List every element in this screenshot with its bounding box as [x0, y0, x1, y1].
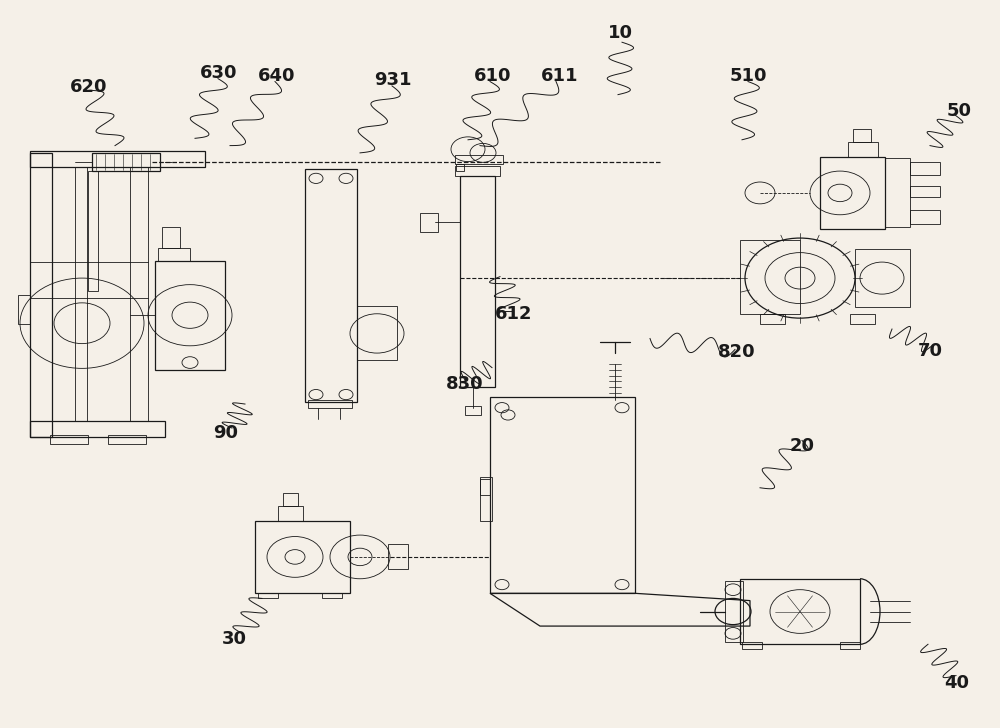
- Bar: [308, 400, 352, 408]
- Bar: [18, 295, 30, 324]
- Bar: [853, 129, 871, 142]
- Bar: [30, 151, 205, 167]
- Text: 30: 30: [222, 630, 247, 648]
- Bar: [460, 176, 495, 387]
- Bar: [305, 169, 357, 402]
- Text: 20: 20: [790, 437, 815, 454]
- Bar: [490, 397, 635, 593]
- Bar: [50, 435, 88, 444]
- Text: 10: 10: [608, 24, 633, 41]
- Text: 510: 510: [730, 68, 768, 85]
- Bar: [108, 435, 146, 444]
- Bar: [480, 479, 490, 495]
- Bar: [456, 164, 464, 171]
- Bar: [155, 261, 225, 370]
- Text: 830: 830: [446, 376, 484, 393]
- Bar: [760, 314, 785, 324]
- Text: 820: 820: [718, 344, 756, 361]
- Text: 610: 610: [474, 68, 512, 85]
- Bar: [840, 642, 860, 649]
- Bar: [322, 593, 342, 598]
- Bar: [850, 314, 875, 324]
- Bar: [162, 227, 180, 248]
- Bar: [92, 153, 160, 171]
- Bar: [158, 248, 190, 261]
- Bar: [740, 579, 860, 644]
- Bar: [465, 406, 481, 415]
- Bar: [278, 506, 303, 521]
- Bar: [455, 155, 503, 164]
- Bar: [30, 421, 165, 437]
- Bar: [420, 213, 438, 232]
- Text: 931: 931: [374, 71, 412, 89]
- Text: 611: 611: [541, 68, 578, 85]
- Bar: [742, 642, 762, 649]
- Bar: [258, 593, 278, 598]
- Bar: [130, 167, 148, 421]
- Bar: [820, 157, 885, 229]
- Bar: [848, 142, 878, 157]
- Bar: [255, 521, 350, 593]
- Bar: [480, 477, 492, 521]
- Bar: [30, 153, 52, 437]
- Text: 40: 40: [944, 674, 969, 692]
- Bar: [740, 240, 800, 314]
- Bar: [855, 249, 910, 307]
- Text: 90: 90: [213, 424, 238, 442]
- Bar: [455, 166, 500, 176]
- Text: 70: 70: [918, 342, 943, 360]
- Bar: [885, 158, 910, 227]
- Bar: [283, 493, 298, 506]
- Bar: [75, 167, 87, 421]
- Bar: [357, 306, 397, 360]
- Bar: [725, 581, 743, 642]
- Text: 640: 640: [258, 68, 296, 85]
- Bar: [910, 162, 940, 175]
- Bar: [88, 171, 98, 291]
- Bar: [910, 210, 940, 224]
- Text: 612: 612: [495, 306, 532, 323]
- Text: 630: 630: [200, 64, 238, 82]
- Bar: [910, 186, 940, 197]
- Bar: [388, 544, 408, 569]
- Text: 50: 50: [947, 102, 972, 119]
- Text: 620: 620: [70, 79, 108, 96]
